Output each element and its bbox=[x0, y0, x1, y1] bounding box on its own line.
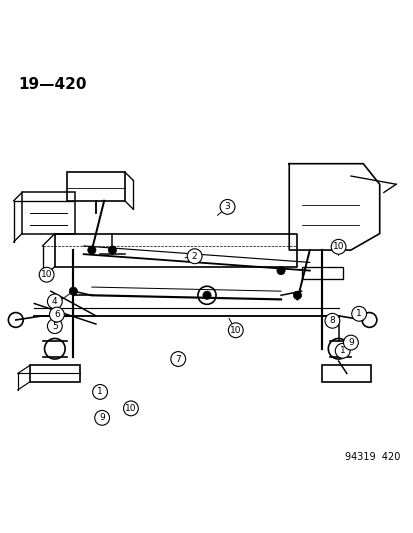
Text: 5: 5 bbox=[52, 321, 57, 330]
Circle shape bbox=[220, 199, 235, 214]
Text: 2: 2 bbox=[191, 252, 197, 261]
Text: 8: 8 bbox=[329, 316, 335, 325]
Circle shape bbox=[88, 246, 96, 254]
Circle shape bbox=[50, 307, 64, 322]
Text: 7: 7 bbox=[175, 354, 180, 364]
Circle shape bbox=[47, 294, 62, 309]
Circle shape bbox=[171, 352, 185, 366]
Circle shape bbox=[95, 410, 109, 425]
Circle shape bbox=[324, 313, 339, 328]
Circle shape bbox=[123, 401, 138, 416]
Text: 1: 1 bbox=[97, 387, 103, 397]
Text: 3: 3 bbox=[224, 203, 230, 212]
Circle shape bbox=[187, 249, 202, 264]
Circle shape bbox=[343, 335, 358, 350]
Text: 9: 9 bbox=[99, 413, 105, 422]
Text: 6: 6 bbox=[54, 310, 59, 319]
Text: 19—420: 19—420 bbox=[18, 77, 86, 92]
Text: 10: 10 bbox=[125, 404, 136, 413]
Circle shape bbox=[39, 268, 54, 282]
Text: 4: 4 bbox=[52, 297, 57, 306]
Text: 10: 10 bbox=[230, 326, 241, 335]
Text: 9: 9 bbox=[347, 338, 353, 347]
Circle shape bbox=[93, 384, 107, 399]
Circle shape bbox=[108, 246, 116, 254]
Circle shape bbox=[351, 306, 366, 321]
Circle shape bbox=[293, 291, 301, 300]
Text: 1: 1 bbox=[339, 346, 345, 356]
Circle shape bbox=[330, 239, 345, 254]
Text: 10: 10 bbox=[41, 270, 52, 279]
Circle shape bbox=[69, 287, 77, 295]
Circle shape bbox=[202, 291, 211, 300]
Circle shape bbox=[335, 343, 349, 358]
Circle shape bbox=[228, 323, 242, 337]
Text: 1: 1 bbox=[356, 309, 361, 318]
Circle shape bbox=[47, 319, 62, 334]
Text: 94319  420: 94319 420 bbox=[344, 452, 399, 462]
Text: 10: 10 bbox=[332, 243, 344, 251]
Circle shape bbox=[276, 266, 285, 274]
